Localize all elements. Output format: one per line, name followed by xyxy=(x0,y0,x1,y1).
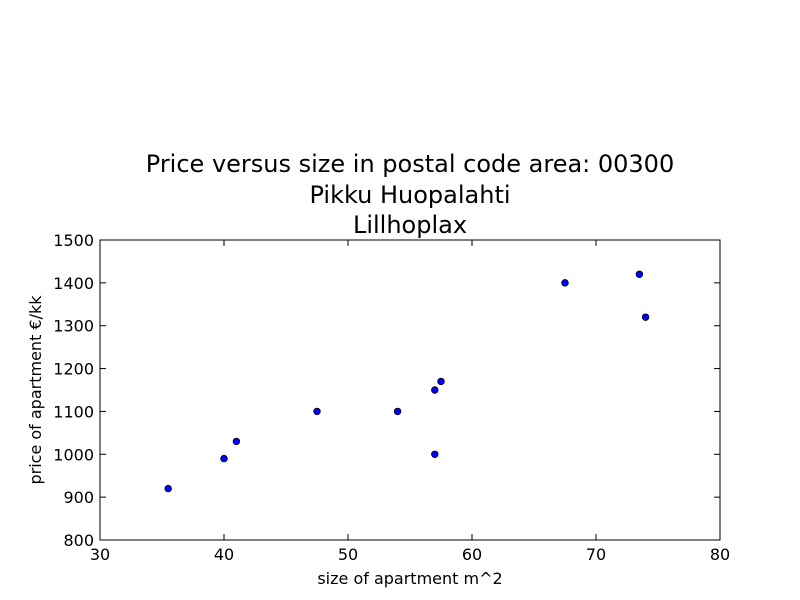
x-tick-label: 30 xyxy=(90,545,110,564)
x-axis-label: size of apartment m^2 xyxy=(317,569,502,588)
data-points xyxy=(164,270,650,493)
axis-ticks: 30 40 50 60 70 80 800 900 1000 1100 1200 1300 1400 15… xyxy=(53,231,730,564)
y-tick-label: 900 xyxy=(63,488,94,507)
data-point xyxy=(164,484,172,493)
y-tick-label: 1200 xyxy=(53,360,94,379)
x-tick-label: 70 xyxy=(586,545,606,564)
chart-title-line-3: Lillhoplax xyxy=(353,211,467,239)
y-tick-label: 1100 xyxy=(53,402,94,421)
data-point xyxy=(635,270,644,278)
chart-title-line-2: Pikku Huopalahti xyxy=(309,181,510,209)
data-point xyxy=(232,437,241,446)
x-tick-label: 60 xyxy=(462,545,482,564)
x-tick-label: 80 xyxy=(710,545,730,564)
data-point xyxy=(313,407,321,416)
y-tick-label: 1400 xyxy=(53,274,94,293)
data-point xyxy=(431,450,439,458)
y-axis-label: price of apartment €/kk xyxy=(26,295,45,485)
data-point xyxy=(393,407,402,416)
y-tick-label: 1000 xyxy=(53,445,94,464)
y-tick-label: 800 xyxy=(63,531,94,550)
y-tick-label: 1300 xyxy=(53,317,94,336)
data-point xyxy=(641,313,650,321)
data-point xyxy=(220,454,228,463)
y-tick-label: 1500 xyxy=(53,231,94,250)
chart-title-line-1: Price versus size in postal code area: 0… xyxy=(146,150,674,178)
x-tick-label: 50 xyxy=(338,545,358,564)
data-point xyxy=(431,386,439,394)
data-point xyxy=(437,377,445,386)
plot-area-frame xyxy=(99,239,721,541)
data-point xyxy=(561,279,569,287)
x-tick-label: 40 xyxy=(214,545,234,564)
